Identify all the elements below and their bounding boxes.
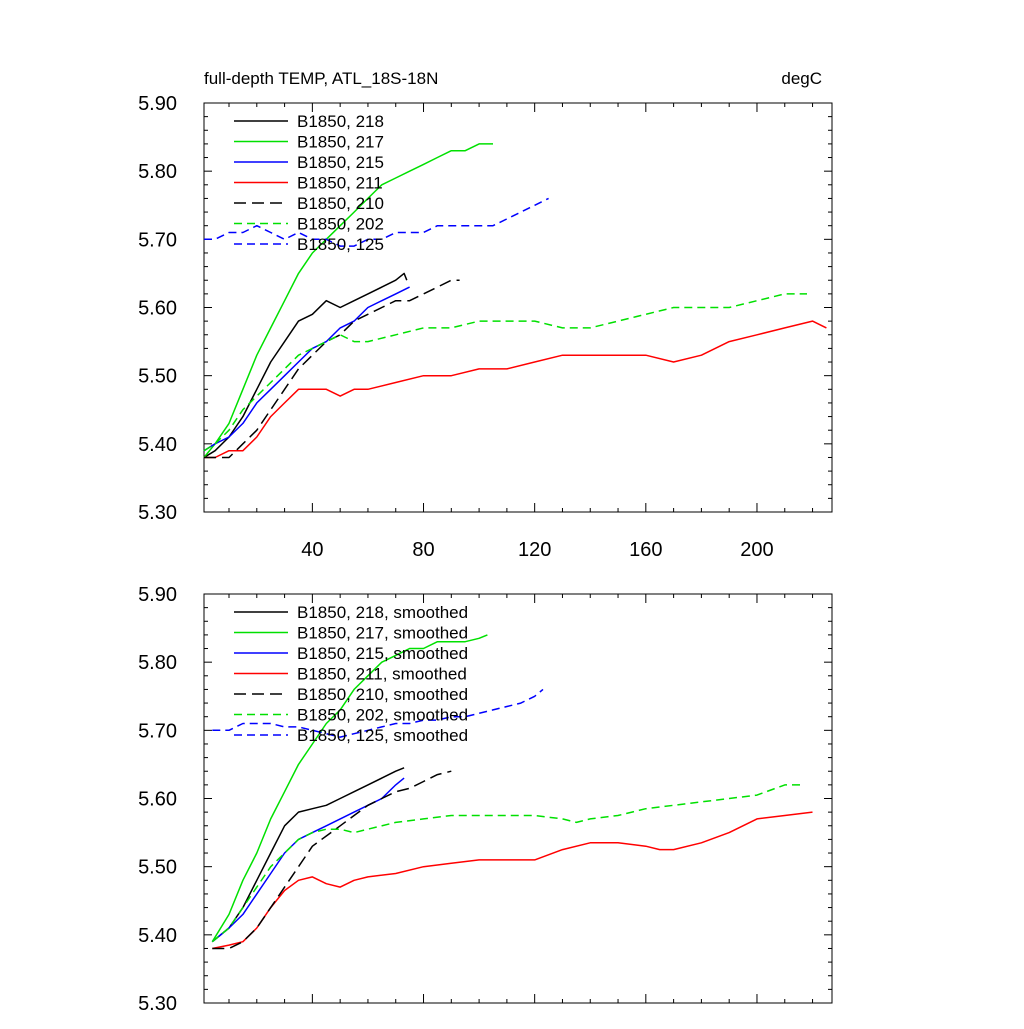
bottom-legend-label-6: B1850, 202, smoothed	[297, 706, 468, 725]
bottom-ytick-label: 5.70	[138, 720, 177, 742]
top-legend-label-3: B1850, 215	[297, 153, 384, 172]
top-xtick-label: 120	[518, 539, 551, 561]
bottom-legend-label-1: B1850, 218, smoothed	[297, 603, 468, 622]
bottom-ytick-label: 5.40	[138, 925, 177, 947]
bottom-legend-label-7: B1850, 125, smoothed	[297, 726, 468, 745]
bottom-legend-label-4: B1850, 211, smoothed	[297, 665, 467, 684]
bottom-series-line-7	[212, 688, 544, 738]
top-series-line-5	[204, 279, 460, 459]
units-label: degC	[781, 69, 822, 88]
top-series-line-2	[203, 143, 493, 458]
top-ytick-label: 5.40	[138, 434, 177, 456]
bottom-series-line-4	[212, 811, 813, 950]
top-series-line-1	[203, 272, 408, 459]
top-ytick-label: 5.80	[138, 161, 177, 183]
bottom-ytick-label: 5.30	[138, 993, 177, 1015]
bottom-ytick-label: 5.60	[138, 789, 177, 811]
bottom-legend-label-3: B1850, 215, smoothed	[297, 644, 468, 663]
bottom-series-line-2	[211, 634, 488, 943]
bottom-series-line-3	[211, 777, 405, 943]
top-xtick-label: 40	[301, 539, 323, 561]
top-legend-label-4: B1850, 211	[297, 174, 383, 193]
bottom-legend-label-2: B1850, 217, smoothed	[297, 624, 468, 643]
figure-title: full-depth TEMP, ATL_18S-18N	[204, 69, 438, 88]
top-xtick-label: 200	[740, 539, 773, 561]
top-chart-panel: 5.30 5.40 5.50 5.60 5.70 5.80 5.90 40 80 120 160 20…	[138, 93, 833, 561]
top-series-line-4	[204, 320, 827, 459]
top-ytick-label: 5.30	[138, 502, 177, 524]
top-series-line-3	[203, 286, 410, 452]
top-ytick-label: 5.70	[138, 229, 177, 251]
top-series-line-6	[203, 293, 807, 452]
bottom-ytick-label: 5.90	[138, 584, 177, 606]
top-legend-label-2: B1850, 217	[297, 133, 384, 152]
bottom-series-line-1	[211, 767, 405, 943]
top-legend-label-6: B1850, 202	[297, 215, 384, 234]
bottom-ytick-label: 5.80	[138, 652, 177, 674]
top-xtick-label: 160	[629, 539, 662, 561]
top-legend-label-5: B1850, 210	[297, 194, 384, 213]
top-legend-label-1: B1850, 218	[297, 112, 384, 131]
bottom-legend-label-5: B1850, 210, smoothed	[297, 685, 468, 704]
bottom-chart-panel: 5.30 5.40 5.50 5.60 5.70 5.80 5.90 B1850, 218, …	[138, 584, 833, 1015]
top-legend-label-7: B1850, 125	[297, 235, 384, 254]
top-ytick-label: 5.90	[138, 93, 177, 115]
top-ytick-label: 5.60	[138, 298, 177, 320]
top-series-line-7	[204, 197, 549, 247]
top-ytick-label: 5.50	[138, 366, 177, 388]
bottom-ytick-label: 5.50	[138, 857, 177, 879]
bottom-series-line-6	[211, 784, 805, 943]
bottom-series-line-5	[212, 770, 452, 950]
top-xtick-label: 80	[412, 539, 434, 561]
